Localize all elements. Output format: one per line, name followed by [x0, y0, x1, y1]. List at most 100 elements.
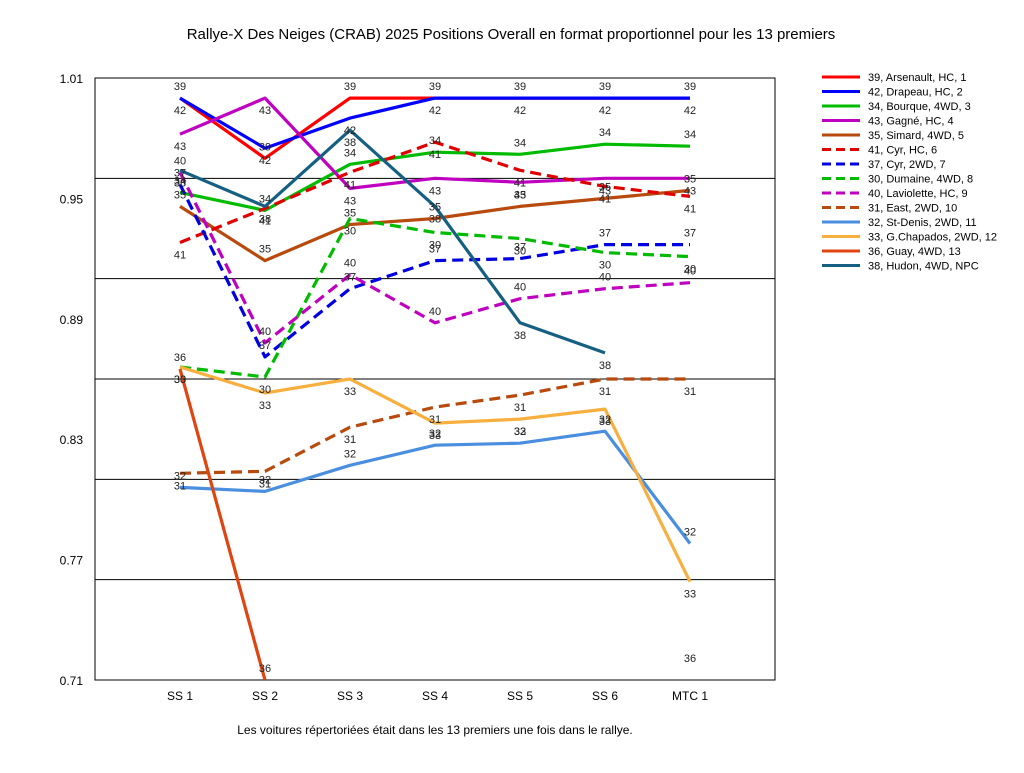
data-label: 31: [514, 402, 526, 414]
data-label: 42: [174, 105, 186, 117]
data-label: 39: [259, 141, 271, 153]
y-tick-label: 1.01: [60, 72, 84, 86]
series-33: [179, 365, 692, 583]
series-42: [179, 96, 690, 150]
data-label: 33: [344, 386, 356, 398]
series-34: [179, 142, 691, 212]
data-label: 35: [344, 207, 356, 219]
data-label: 37: [259, 340, 271, 352]
data-label: 34: [684, 129, 696, 141]
series-line: [178, 368, 267, 680]
legend-entry: 32, St-Denis, 2WD, 11: [868, 217, 977, 229]
data-label: 41: [514, 177, 526, 189]
series-lines: [178, 96, 692, 680]
series-line: [179, 128, 606, 355]
data-label: 43: [429, 185, 441, 197]
data-label: 30: [344, 225, 356, 237]
data-label: 39: [599, 81, 611, 93]
legend: 39, Arsenault, HC, 1 42, Drapeau, HC, 2 34…: [822, 72, 997, 273]
data-label: 31: [599, 386, 611, 398]
x-tick-label: SS 6: [592, 689, 618, 703]
data-label: 36: [684, 653, 696, 665]
legend-entry: 39, Arsenault, HC, 1: [868, 72, 966, 84]
data-label: 38: [259, 213, 271, 225]
series-32: [179, 429, 692, 545]
series-line: [179, 377, 690, 475]
series-line: [179, 140, 691, 244]
data-label: 40: [259, 326, 271, 338]
data-label: 40: [174, 155, 186, 167]
data-label: 34: [259, 193, 271, 205]
data-label: 30: [599, 260, 611, 272]
data-label: 33: [684, 589, 696, 601]
data-label: 32: [514, 426, 526, 438]
data-label: 40: [684, 266, 696, 278]
data-label: 32: [684, 527, 696, 539]
x-tick-label: SS 2: [252, 689, 278, 703]
series-line: [179, 216, 691, 379]
series-37: [178, 183, 690, 359]
data-label: 30: [174, 374, 186, 386]
series-line: [178, 171, 691, 345]
data-label: 36: [259, 663, 271, 675]
legend-entry: 34, Bourque, 4WD, 3: [868, 101, 971, 113]
data-label: 38: [514, 330, 526, 342]
data-label: 43: [514, 189, 526, 201]
legend-entry: 30, Dumaine, 4WD, 8: [868, 174, 973, 186]
data-label: 43: [259, 105, 271, 117]
data-label: 41: [429, 149, 441, 161]
series-38: [179, 128, 606, 355]
legend-entry: 41, Cyr, HC, 6: [868, 145, 937, 157]
data-label: 41: [174, 250, 186, 262]
series-line: [179, 96, 690, 190]
data-label: 32: [259, 474, 271, 486]
point-labels: 39 39 39 39 39 39 39 42 42 42 42 42 42 42 34 34 34 34 34 34…: [174, 81, 696, 675]
series-30: [179, 216, 691, 379]
legend-entry: 31, East, 2WD, 10: [868, 203, 957, 215]
data-label: 30: [429, 240, 441, 252]
data-label: 37: [429, 244, 441, 256]
x-tick-label: SS 5: [507, 689, 533, 703]
data-label: 30: [514, 246, 526, 258]
data-label: 38: [429, 213, 441, 225]
data-label: 41: [684, 203, 696, 215]
series-36: [178, 368, 267, 680]
data-label: 39: [514, 81, 526, 93]
chart-footnote: Les voitures répertoriées était dans les…: [237, 723, 633, 737]
x-tick-label: SS 1: [167, 689, 193, 703]
data-label: 43: [174, 141, 186, 153]
data-label: 31: [429, 414, 441, 426]
data-label: 36: [174, 352, 186, 364]
legend-entry: 38, Hudon, 4WD, NPC: [868, 261, 979, 273]
data-label: 33: [259, 400, 271, 412]
data-label: 32: [429, 428, 441, 440]
chart-title: Rallye-X Des Neiges (CRAB) 2025 Position…: [187, 26, 836, 43]
y-tick-label: 0.95: [60, 192, 84, 206]
data-label: 39: [429, 81, 441, 93]
data-label: 42: [344, 125, 356, 137]
data-label: 40: [514, 282, 526, 294]
series-line: [179, 188, 691, 263]
legend-entry: 36, Guay, 4WD, 13: [868, 246, 961, 258]
legend-entry: 43, Gagné, HC, 4: [868, 116, 954, 128]
data-label: 34: [344, 147, 356, 159]
x-tick-label: SS 3: [337, 689, 363, 703]
data-label: 31: [684, 386, 696, 398]
data-label: 42: [599, 105, 611, 117]
data-label: 42: [514, 105, 526, 117]
data-label: 38: [344, 137, 356, 149]
data-label: 34: [599, 127, 611, 139]
data-label: 40: [429, 306, 441, 318]
data-label: 32: [599, 414, 611, 426]
data-label: 43: [344, 195, 356, 207]
data-label: 37: [684, 228, 696, 240]
data-label: 30: [259, 384, 271, 396]
data-label: 43: [599, 185, 611, 197]
data-label: 31: [174, 480, 186, 492]
data-label: 35: [599, 181, 611, 193]
y-tick-label: 0.89: [60, 313, 84, 327]
data-label: 39: [344, 81, 356, 93]
data-label: 37: [174, 167, 186, 179]
data-label: 40: [599, 272, 611, 284]
